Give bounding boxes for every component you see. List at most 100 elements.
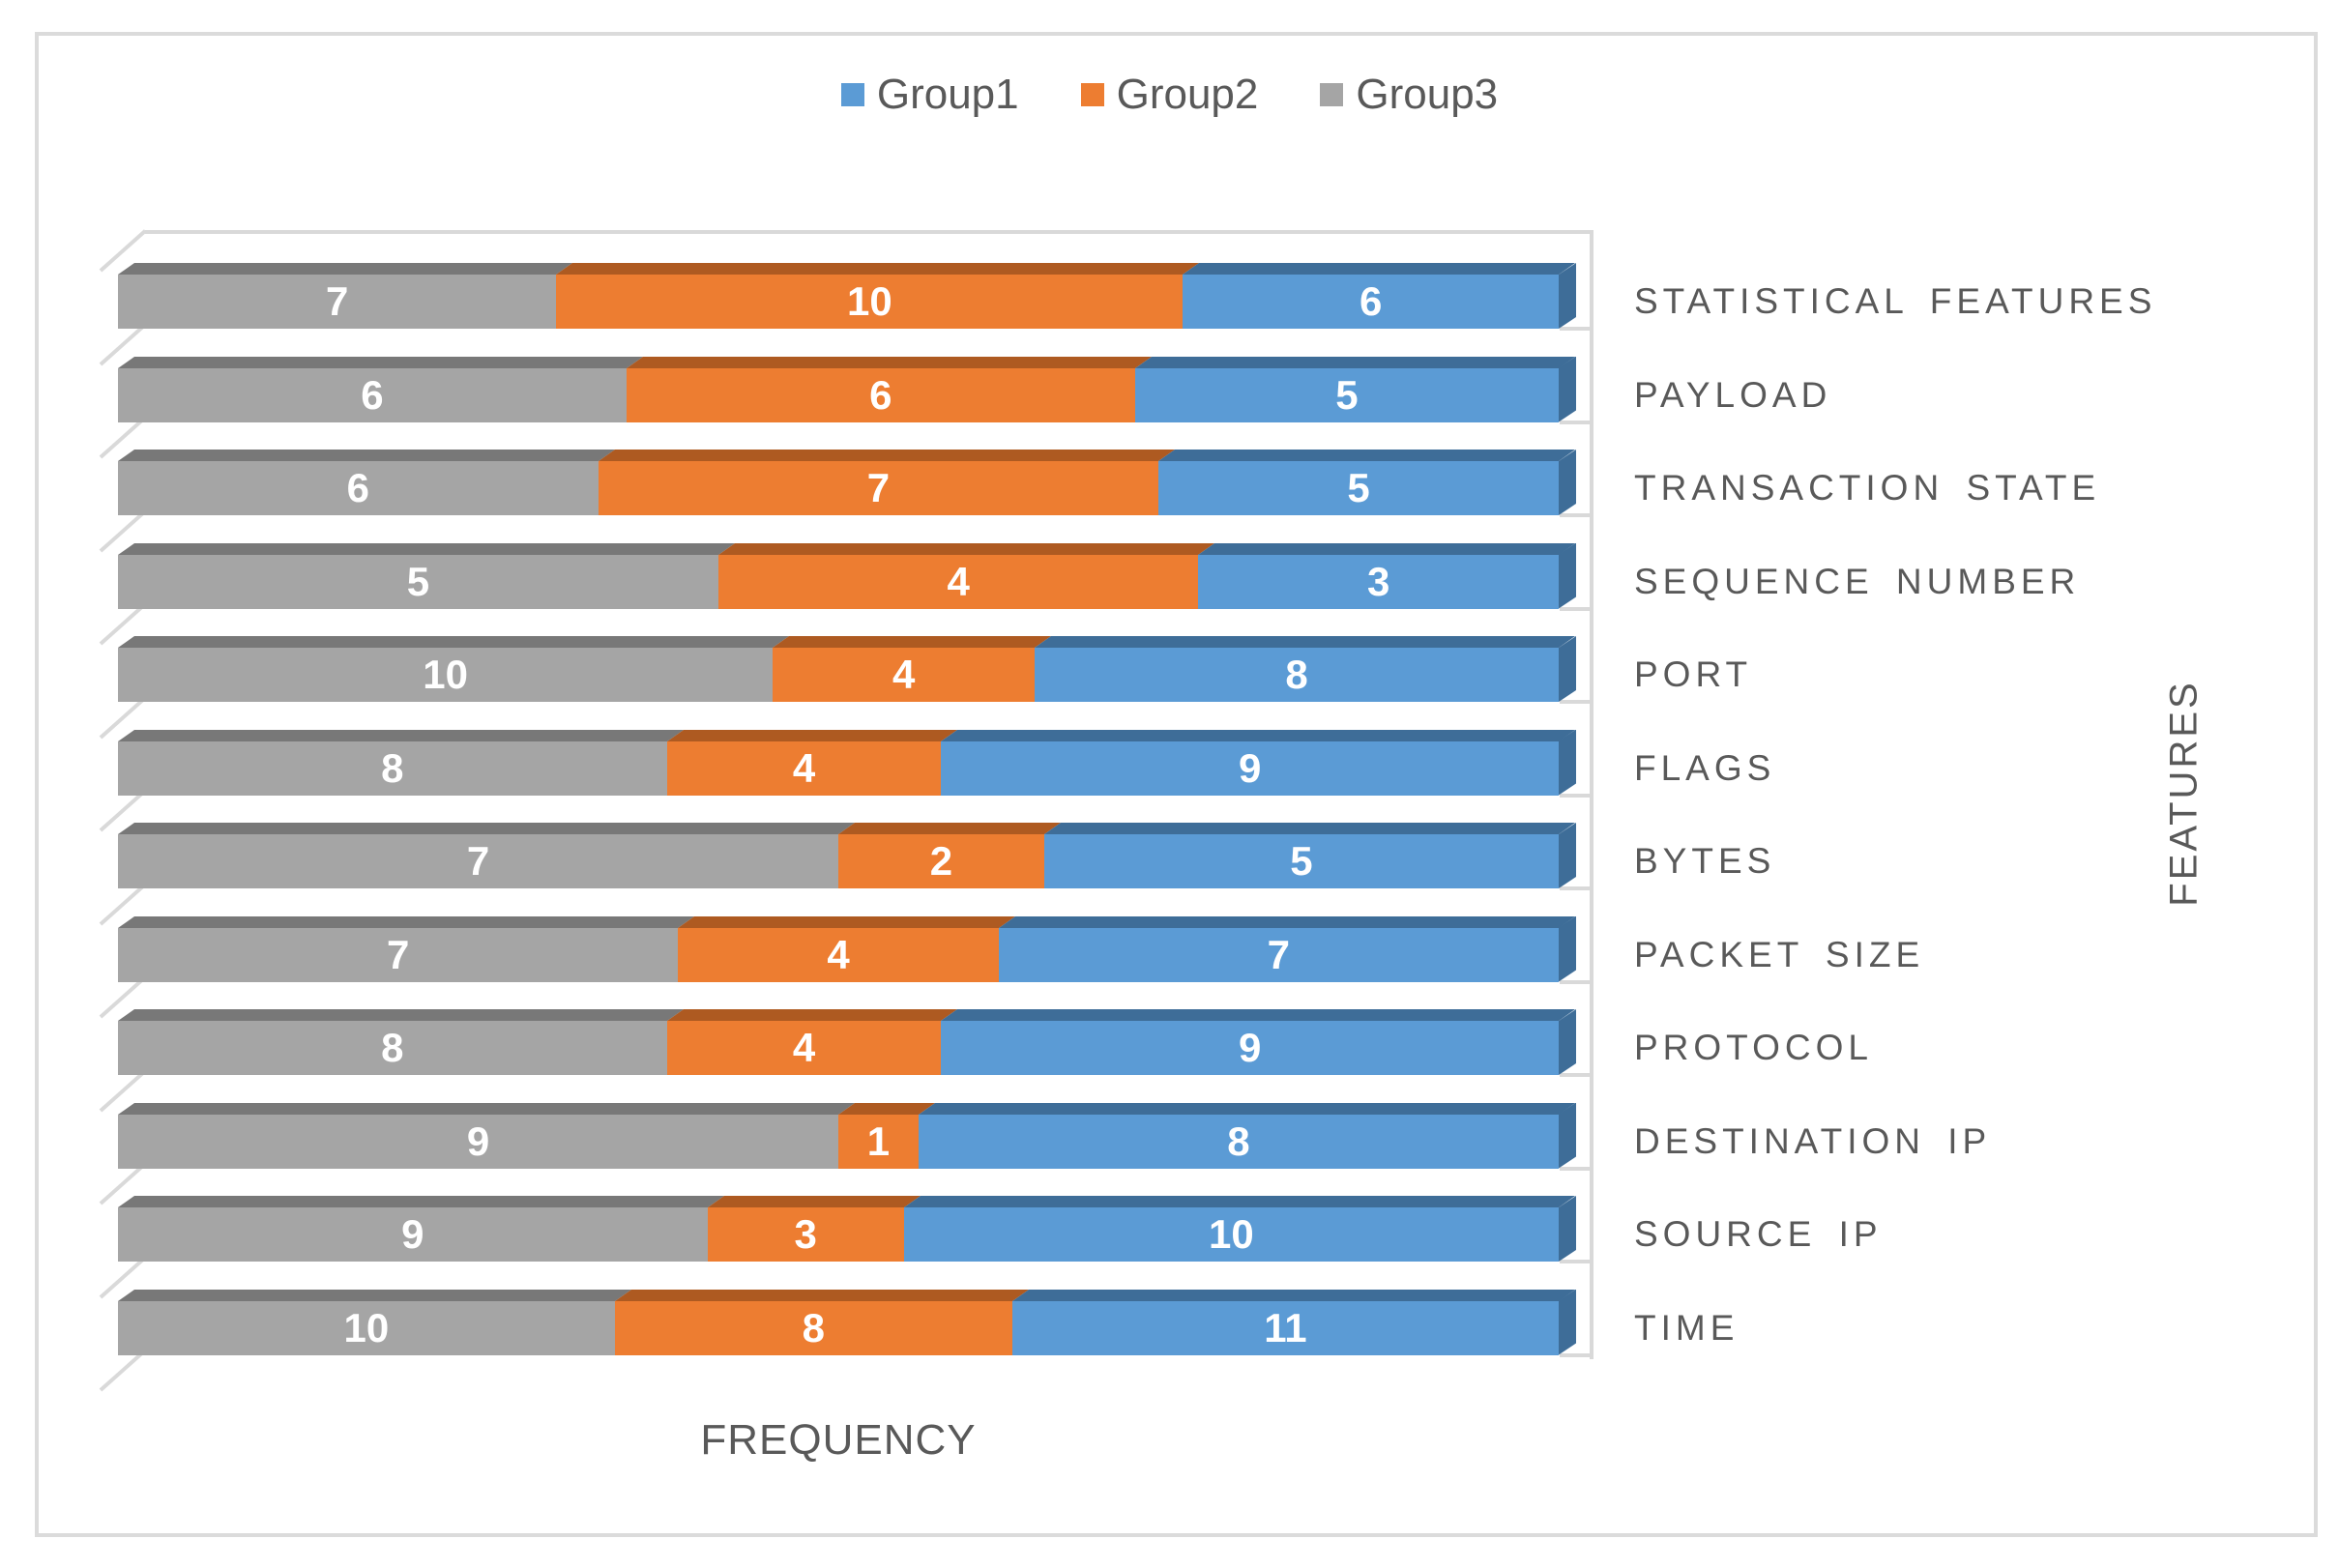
bar-top-face-segment [118,1102,856,1115]
bar-end-cap [1559,263,1576,329]
bar-top-face [118,450,1575,461]
bar-end-cap [1559,1289,1576,1355]
bar-segment-group3: 9 [118,1114,838,1169]
data-label: 4 [827,931,850,977]
bar-row: 10 4 8 [118,648,1559,702]
bar-segment-group1: 5 [1043,834,1559,888]
data-label: 10 [343,1304,390,1350]
bar-segment-group3: 10 [118,648,774,702]
data-label: 5 [1290,838,1313,884]
data-label: 9 [1239,744,1262,791]
bar-segment-group1: 11 [1011,1300,1559,1355]
data-label: 7 [326,278,349,324]
data-label: 6 [1359,278,1383,324]
bar-segment-group1: 5 [1158,461,1559,515]
bar-segment-group2: 1 [838,1114,919,1169]
bar-segment-group3: 6 [118,461,599,515]
bar-segment-group2: 3 [707,1207,904,1262]
category-label: FLAGS [1634,747,1776,788]
category-separator-line [1560,886,1593,890]
bar-segment-group1: 3 [1198,554,1559,609]
bar-segment-group2: 6 [626,367,1135,422]
bar-segment-group3: 6 [118,367,627,422]
bar-row: 7 4 7 [118,927,1559,982]
bar-end-cap [1559,1009,1576,1075]
data-label: 5 [1335,371,1359,418]
bar-top-face-segment [773,636,1052,648]
data-label: 10 [1208,1211,1254,1257]
category-tick-line [99,1349,147,1392]
bar-end-cap [1559,450,1576,515]
bar-top-face-segment [1158,450,1575,461]
legend-label: Group1 [876,71,1019,118]
bar-segment-group1: 8 [918,1114,1559,1169]
bar-segment-group2: 4 [717,554,1199,609]
data-label: 9 [401,1211,424,1257]
bar-segment-group2: 10 [556,275,1184,329]
bar-top-face [118,1102,1575,1115]
bar-top-face-segment [707,1196,921,1207]
data-label: 3 [1367,558,1390,604]
bar-top-face [118,915,1575,928]
bar-segment-group3: 7 [118,927,679,982]
bar-row: 6 6 5 [118,367,1559,422]
bar-top-face-segment [118,356,643,368]
data-label: 8 [1227,1118,1250,1164]
legend-item-group2: Group2 [1080,73,1258,116]
bar-segment-group3: 5 [118,554,718,609]
bar-top-face-segment [838,823,1061,834]
data-label: 1 [866,1118,891,1164]
legend-label: Group3 [1356,71,1499,118]
category-label: SEQUENCE NUMBER [1634,561,2081,601]
bar-top-face-segment [666,729,958,741]
bar-segment-group3: 8 [118,740,667,796]
data-label: 8 [802,1304,825,1350]
category-label: PAYLOAD [1634,374,1832,415]
category-label: PORT [1634,654,1753,694]
bar-segment-group3: 7 [118,275,557,329]
category-label: BYTES [1634,841,1776,881]
bar-top-face-segment [678,915,1015,928]
data-label: 2 [929,838,953,884]
category-separator-line [1560,1166,1593,1171]
legend-swatch-icon [840,83,864,106]
legend-swatch-icon [1080,83,1104,106]
data-label: 8 [381,1025,404,1070]
bar-top-face-segment [118,450,615,461]
data-label: 7 [466,838,490,884]
bar-row: 7 10 6 [118,275,1559,329]
bar-top-face-segment [118,263,573,275]
bar-segment-group1: 8 [1035,648,1559,702]
category-separator-line [1560,700,1593,704]
bar-segment-group3: 8 [118,1021,667,1075]
category-separator-line [1560,327,1593,331]
data-label: 5 [1347,465,1370,510]
bar-end-cap [1559,542,1576,609]
category-separator-line [1560,606,1593,611]
data-label: 8 [381,744,404,791]
bar-segment-group2: 8 [614,1300,1012,1355]
data-label: 4 [792,744,816,791]
category-separator-line [1560,979,1593,984]
bar-segment-group1: 9 [941,1021,1559,1075]
bar-segment-group2: 4 [678,927,999,982]
x-axis-title: FREQUENCY [700,1416,977,1464]
bar-end-cap [1559,729,1576,796]
data-label: 4 [892,652,916,697]
bar-segment-group3: 10 [118,1300,615,1355]
bar-row: 9 1 8 [118,1114,1559,1169]
bar-top-face-segment [118,823,856,834]
data-label: 3 [794,1211,817,1257]
category-label: PACKET SIZE [1634,934,1925,974]
bar-end-cap [1559,356,1576,422]
bar-top-face-segment [1198,542,1575,555]
bar-end-cap [1559,915,1576,982]
bar-segment-group1: 7 [998,927,1559,982]
category-separator-line [1560,513,1593,517]
bar-segment-group1: 9 [941,740,1559,796]
bar-top-face-segment [941,729,1575,741]
data-label: 5 [406,558,430,604]
bar-top-face-segment [903,1196,1575,1207]
bar-row: 8 4 9 [118,1021,1559,1075]
